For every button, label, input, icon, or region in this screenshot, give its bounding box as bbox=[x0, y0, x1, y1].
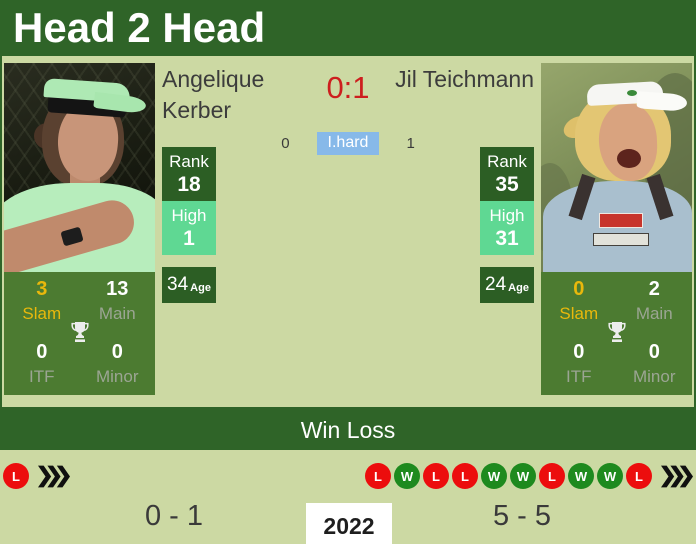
rank-label: Rank bbox=[487, 152, 527, 171]
surface-left-wins: 0 bbox=[281, 134, 290, 152]
high-box-right: High 31 bbox=[480, 201, 534, 255]
trophy-icon bbox=[70, 322, 89, 342]
slam-count: 0 bbox=[573, 278, 585, 300]
surface-right-wins: 1 bbox=[406, 134, 415, 152]
photo-mouth-shape bbox=[617, 149, 641, 168]
age-value: 24 bbox=[485, 274, 507, 295]
trophy-icon bbox=[607, 322, 626, 342]
result-circle[interactable]: W bbox=[568, 463, 594, 489]
slam-label: Slam bbox=[559, 304, 599, 323]
photo-sponsor-patch bbox=[599, 213, 643, 228]
high-label: High bbox=[171, 206, 207, 225]
main-count: 13 bbox=[106, 278, 129, 300]
itf-count: 0 bbox=[573, 341, 585, 363]
age-label: Age bbox=[190, 281, 211, 294]
rank-column-right: Rank 35 High 31 24 Age bbox=[480, 147, 534, 303]
main-label: Main bbox=[635, 304, 673, 323]
slam-count: 3 bbox=[36, 278, 48, 300]
player-photo-right bbox=[541, 63, 692, 272]
result-circle[interactable]: L bbox=[423, 463, 449, 489]
age-box-right: 24 Age bbox=[480, 267, 534, 303]
photo-logo-shape bbox=[627, 90, 637, 96]
high-box-left: High 1 bbox=[162, 201, 216, 255]
year-score-right: 5 - 5 bbox=[492, 500, 552, 532]
rank-box-left: Rank 18 bbox=[162, 147, 216, 201]
result-circle[interactable]: W bbox=[481, 463, 507, 489]
year-selector[interactable]: 2022 bbox=[306, 503, 392, 544]
result-circle[interactable]: W bbox=[597, 463, 623, 489]
results-row: L L W L L W W L W W L bbox=[3, 462, 693, 490]
rank-label: Rank bbox=[169, 152, 209, 171]
player-name-right: Jil Teichmann bbox=[395, 66, 534, 92]
rank-value: 35 bbox=[495, 173, 519, 196]
main-count: 2 bbox=[648, 278, 660, 300]
result-circle[interactable]: W bbox=[510, 463, 536, 489]
rank-value: 18 bbox=[177, 173, 201, 196]
results-group-left: L bbox=[3, 463, 70, 489]
age-label: Age bbox=[508, 281, 529, 294]
surface-row: 0 I.hard 1 bbox=[2, 130, 694, 156]
high-value: 31 bbox=[495, 227, 519, 250]
high-label: High bbox=[489, 206, 525, 225]
titles-panel-left: 3 13 Slam Main 0 0 ITF Minor bbox=[4, 272, 155, 395]
h2h-score: 0:1 bbox=[326, 70, 370, 105]
age-box-left: 34 Age bbox=[162, 267, 216, 303]
more-results-left-icon[interactable] bbox=[38, 465, 70, 488]
comparison-panel: Angelique Kerber Jil Teichmann 0:1 0 I.h… bbox=[0, 56, 696, 410]
minor-label: Minor bbox=[632, 367, 676, 386]
titles-panel-right: 0 2 Slam Main 0 0 ITF Minor bbox=[541, 272, 692, 395]
rank-box-right: Rank 35 bbox=[480, 147, 534, 201]
result-circle[interactable]: L bbox=[452, 463, 478, 489]
win-loss-header: Win Loss bbox=[0, 410, 696, 450]
main-label: Main bbox=[98, 304, 136, 323]
slam-label: Slam bbox=[22, 304, 62, 323]
result-circle[interactable]: L bbox=[3, 463, 29, 489]
photo-sponsor-patch bbox=[593, 233, 649, 246]
surface-badge: I.hard bbox=[316, 131, 380, 155]
year-score-left: 0 - 1 bbox=[144, 500, 204, 532]
result-circle[interactable]: L bbox=[365, 463, 391, 489]
player-name-left: Angelique Kerber bbox=[162, 66, 265, 123]
more-results-right-icon[interactable] bbox=[661, 465, 693, 488]
itf-label: ITF bbox=[29, 367, 55, 386]
page-title: Head 2 Head bbox=[0, 0, 696, 56]
age-value: 34 bbox=[167, 274, 189, 295]
result-circle[interactable]: W bbox=[394, 463, 420, 489]
result-circle[interactable]: L bbox=[626, 463, 652, 489]
high-value: 1 bbox=[183, 227, 195, 250]
itf-label: ITF bbox=[566, 367, 592, 386]
minor-label: Minor bbox=[95, 367, 139, 386]
minor-count: 0 bbox=[648, 341, 660, 363]
results-group-right: L W L L W W L W W L bbox=[365, 463, 693, 489]
minor-count: 0 bbox=[111, 341, 123, 363]
result-circle[interactable]: L bbox=[539, 463, 565, 489]
itf-count: 0 bbox=[36, 341, 48, 363]
year-score-row: 0 - 1 2022 5 - 5 bbox=[0, 492, 696, 544]
rank-column-left: Rank 18 High 1 34 Age bbox=[162, 147, 216, 303]
player-photo-left bbox=[4, 63, 155, 272]
